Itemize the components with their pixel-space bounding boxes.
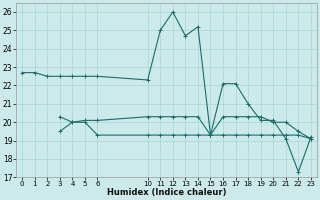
- X-axis label: Humidex (Indice chaleur): Humidex (Indice chaleur): [107, 188, 226, 197]
